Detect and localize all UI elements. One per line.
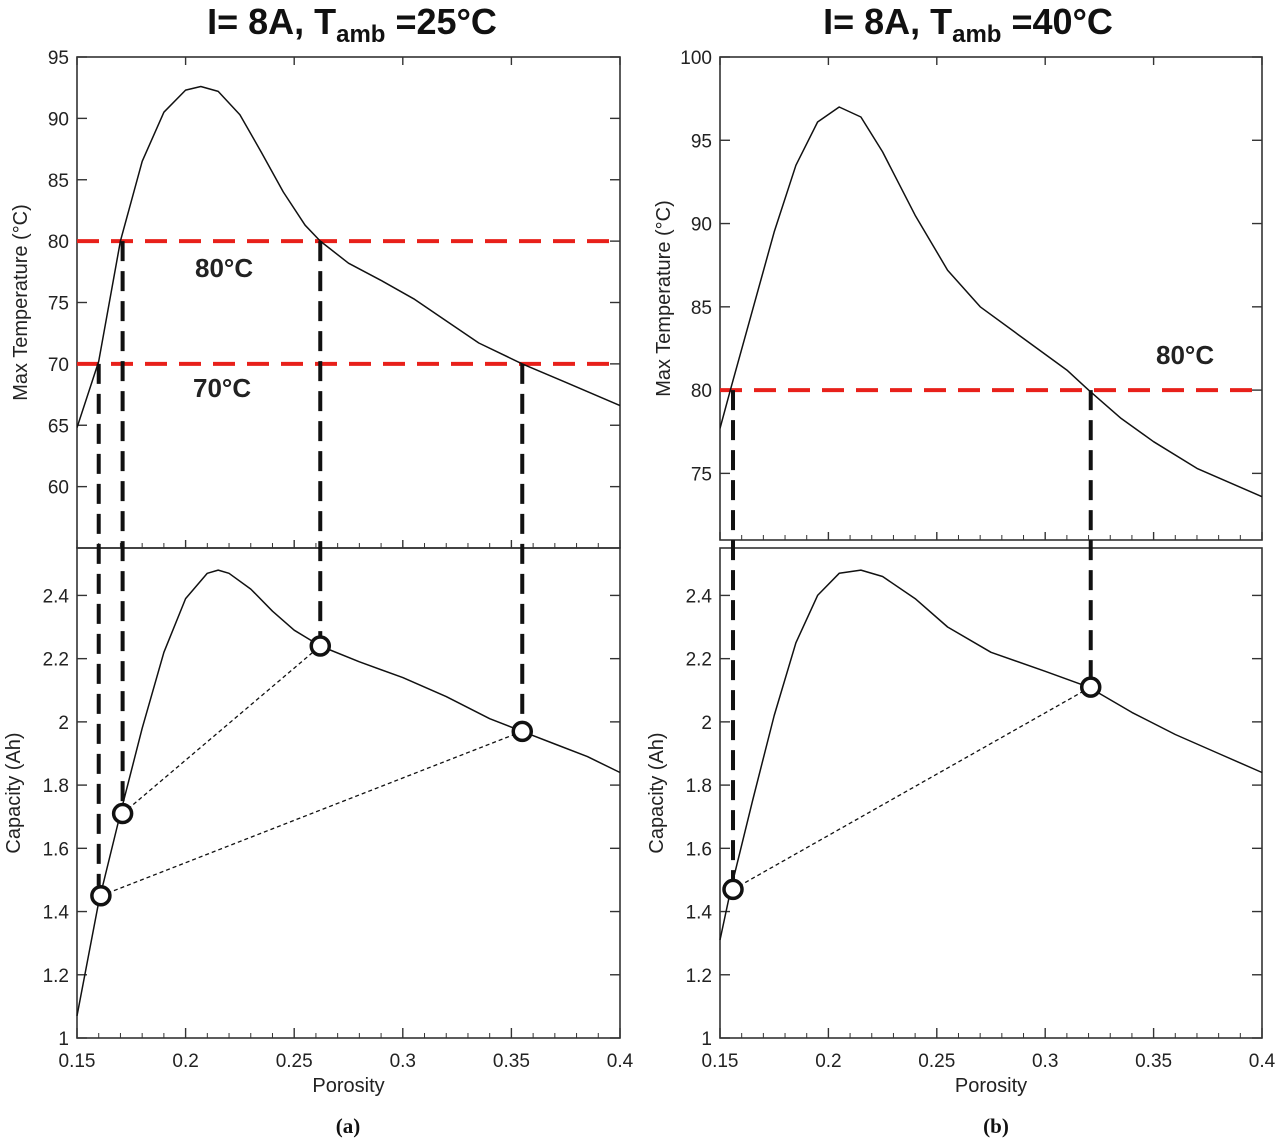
reference-label-80: 80°C bbox=[1156, 340, 1214, 370]
temperature-y-tick-label: 90 bbox=[48, 109, 69, 130]
capacity-plot-frame bbox=[719, 547, 1263, 1039]
capacity-y-tick-label: 1.2 bbox=[686, 966, 712, 987]
temperature-y-tick-label: 75 bbox=[48, 294, 69, 315]
x-tick-label: 0.35 bbox=[493, 1051, 530, 1072]
x-tick-label: 0.3 bbox=[1032, 1051, 1058, 1072]
temperature-y-tick-label: 70 bbox=[48, 355, 69, 376]
x-tick-label: 0.2 bbox=[172, 1051, 198, 1072]
panel-caption: (b) bbox=[983, 1114, 1009, 1138]
chart-title: I= 8A, Tamb =40°C bbox=[823, 1, 1113, 48]
temperature-y-tick-label: 85 bbox=[48, 171, 69, 192]
capacity-y-tick-label: 1.8 bbox=[43, 776, 69, 797]
temperature-y-tick-label: 75 bbox=[691, 464, 712, 485]
x-tick-label: 0.4 bbox=[1249, 1051, 1276, 1072]
chart-title-suffix: =40°C bbox=[1001, 1, 1112, 42]
capacity-y-tick-label: 1.8 bbox=[686, 776, 712, 797]
temperature-plot-frame bbox=[76, 56, 621, 549]
temperature-y-tick-label: 60 bbox=[48, 478, 69, 499]
capacity-y-tick-label: 1.6 bbox=[686, 839, 712, 860]
x-tick-label: 0.15 bbox=[702, 1051, 739, 1072]
temperature-y-axis-label: Max Temperature (°C) bbox=[10, 204, 32, 401]
capacity-marker bbox=[511, 720, 534, 743]
capacity-y-tick-label: 2 bbox=[701, 713, 712, 734]
capacity-series-line bbox=[76, 569, 621, 1017]
capacity-y-axis-label: Capacity (Ah) bbox=[646, 732, 668, 853]
temperature-y-tick-label: 95 bbox=[48, 48, 69, 69]
chart-title-prefix: I= 8A, T bbox=[207, 1, 336, 42]
capacity-marker bbox=[111, 802, 134, 825]
capacity-y-tick-label: 2.4 bbox=[43, 586, 70, 607]
x-axis-label: Porosity bbox=[955, 1075, 1027, 1097]
x-tick-label: 0.2 bbox=[815, 1051, 841, 1072]
temperature-y-tick-label: 95 bbox=[691, 131, 712, 152]
capacity-y-tick-label: 1.4 bbox=[43, 903, 70, 924]
chart-panel-b: I= 8A, Tamb =40°C 0.15 0.2 0.25 0.3 0.35 0.4 75… bbox=[646, 1, 1276, 1138]
capacity-y-axis-label: Capacity (Ah) bbox=[3, 732, 25, 853]
x-tick-label: 0.25 bbox=[276, 1051, 313, 1072]
x-tick-label: 0.3 bbox=[390, 1051, 416, 1072]
capacity-marker bbox=[722, 878, 744, 901]
reference-label-70: 70°C bbox=[193, 373, 251, 403]
capacity-y-tick-label: 2 bbox=[58, 713, 69, 734]
capacity-marker bbox=[90, 884, 112, 907]
x-tick-label: 0.4 bbox=[607, 1051, 634, 1072]
marker-connector bbox=[100, 730, 523, 897]
chart-title-prefix: I= 8A, T bbox=[823, 1, 952, 42]
x-tick-label: 0.35 bbox=[1135, 1051, 1172, 1072]
temperature-y-tick-label: 65 bbox=[48, 416, 69, 437]
temperature-y-tick-label: 85 bbox=[691, 298, 712, 319]
chart-title: I= 8A, Tamb =25°C bbox=[207, 1, 497, 48]
capacity-marker bbox=[1079, 676, 1102, 698]
capacity-y-tick-label: 2.2 bbox=[43, 650, 69, 671]
capacity-y-tick-label: 1 bbox=[701, 1029, 712, 1050]
capacity-y-tick-label: 1.4 bbox=[686, 903, 713, 924]
x-axis-label: Porosity bbox=[312, 1075, 384, 1097]
panel-caption: (a) bbox=[336, 1114, 361, 1138]
temperature-series-line bbox=[720, 106, 1262, 498]
temperature-series-line bbox=[77, 85, 620, 428]
x-tick-label: 0.15 bbox=[59, 1051, 96, 1072]
chart-title-subscript: amb bbox=[336, 21, 385, 48]
temperature-y-tick-label: 100 bbox=[680, 48, 712, 69]
temperature-y-tick-label: 80 bbox=[48, 232, 69, 253]
marker-connector bbox=[732, 686, 1092, 890]
reference-label-80: 80°C bbox=[195, 253, 253, 283]
chart-title-suffix: =25°C bbox=[385, 1, 496, 42]
capacity-y-tick-label: 1 bbox=[58, 1029, 69, 1050]
temperature-plot-frame bbox=[719, 56, 1263, 541]
temperature-y-tick-label: 80 bbox=[691, 381, 712, 402]
temperature-y-tick-label: 90 bbox=[691, 215, 712, 236]
capacity-series-line bbox=[719, 569, 1263, 941]
marker-connector bbox=[122, 645, 321, 815]
capacity-y-tick-label: 2.4 bbox=[686, 586, 713, 607]
x-tick-label: 0.25 bbox=[918, 1051, 955, 1072]
capacity-y-tick-label: 2.2 bbox=[686, 650, 712, 671]
temperature-y-axis-label: Max Temperature (°C) bbox=[653, 200, 675, 397]
capacity-y-tick-label: 1.6 bbox=[43, 839, 69, 860]
capacity-marker bbox=[309, 635, 332, 657]
capacity-plot-frame bbox=[76, 547, 621, 1039]
chart-panel-a: I= 8A, Tamb =25°C 0.15 0.2 0.25 0.3 0.35 0.4 60… bbox=[3, 1, 634, 1138]
chart-title-subscript: amb bbox=[952, 21, 1001, 48]
capacity-y-tick-label: 1.2 bbox=[43, 966, 69, 987]
